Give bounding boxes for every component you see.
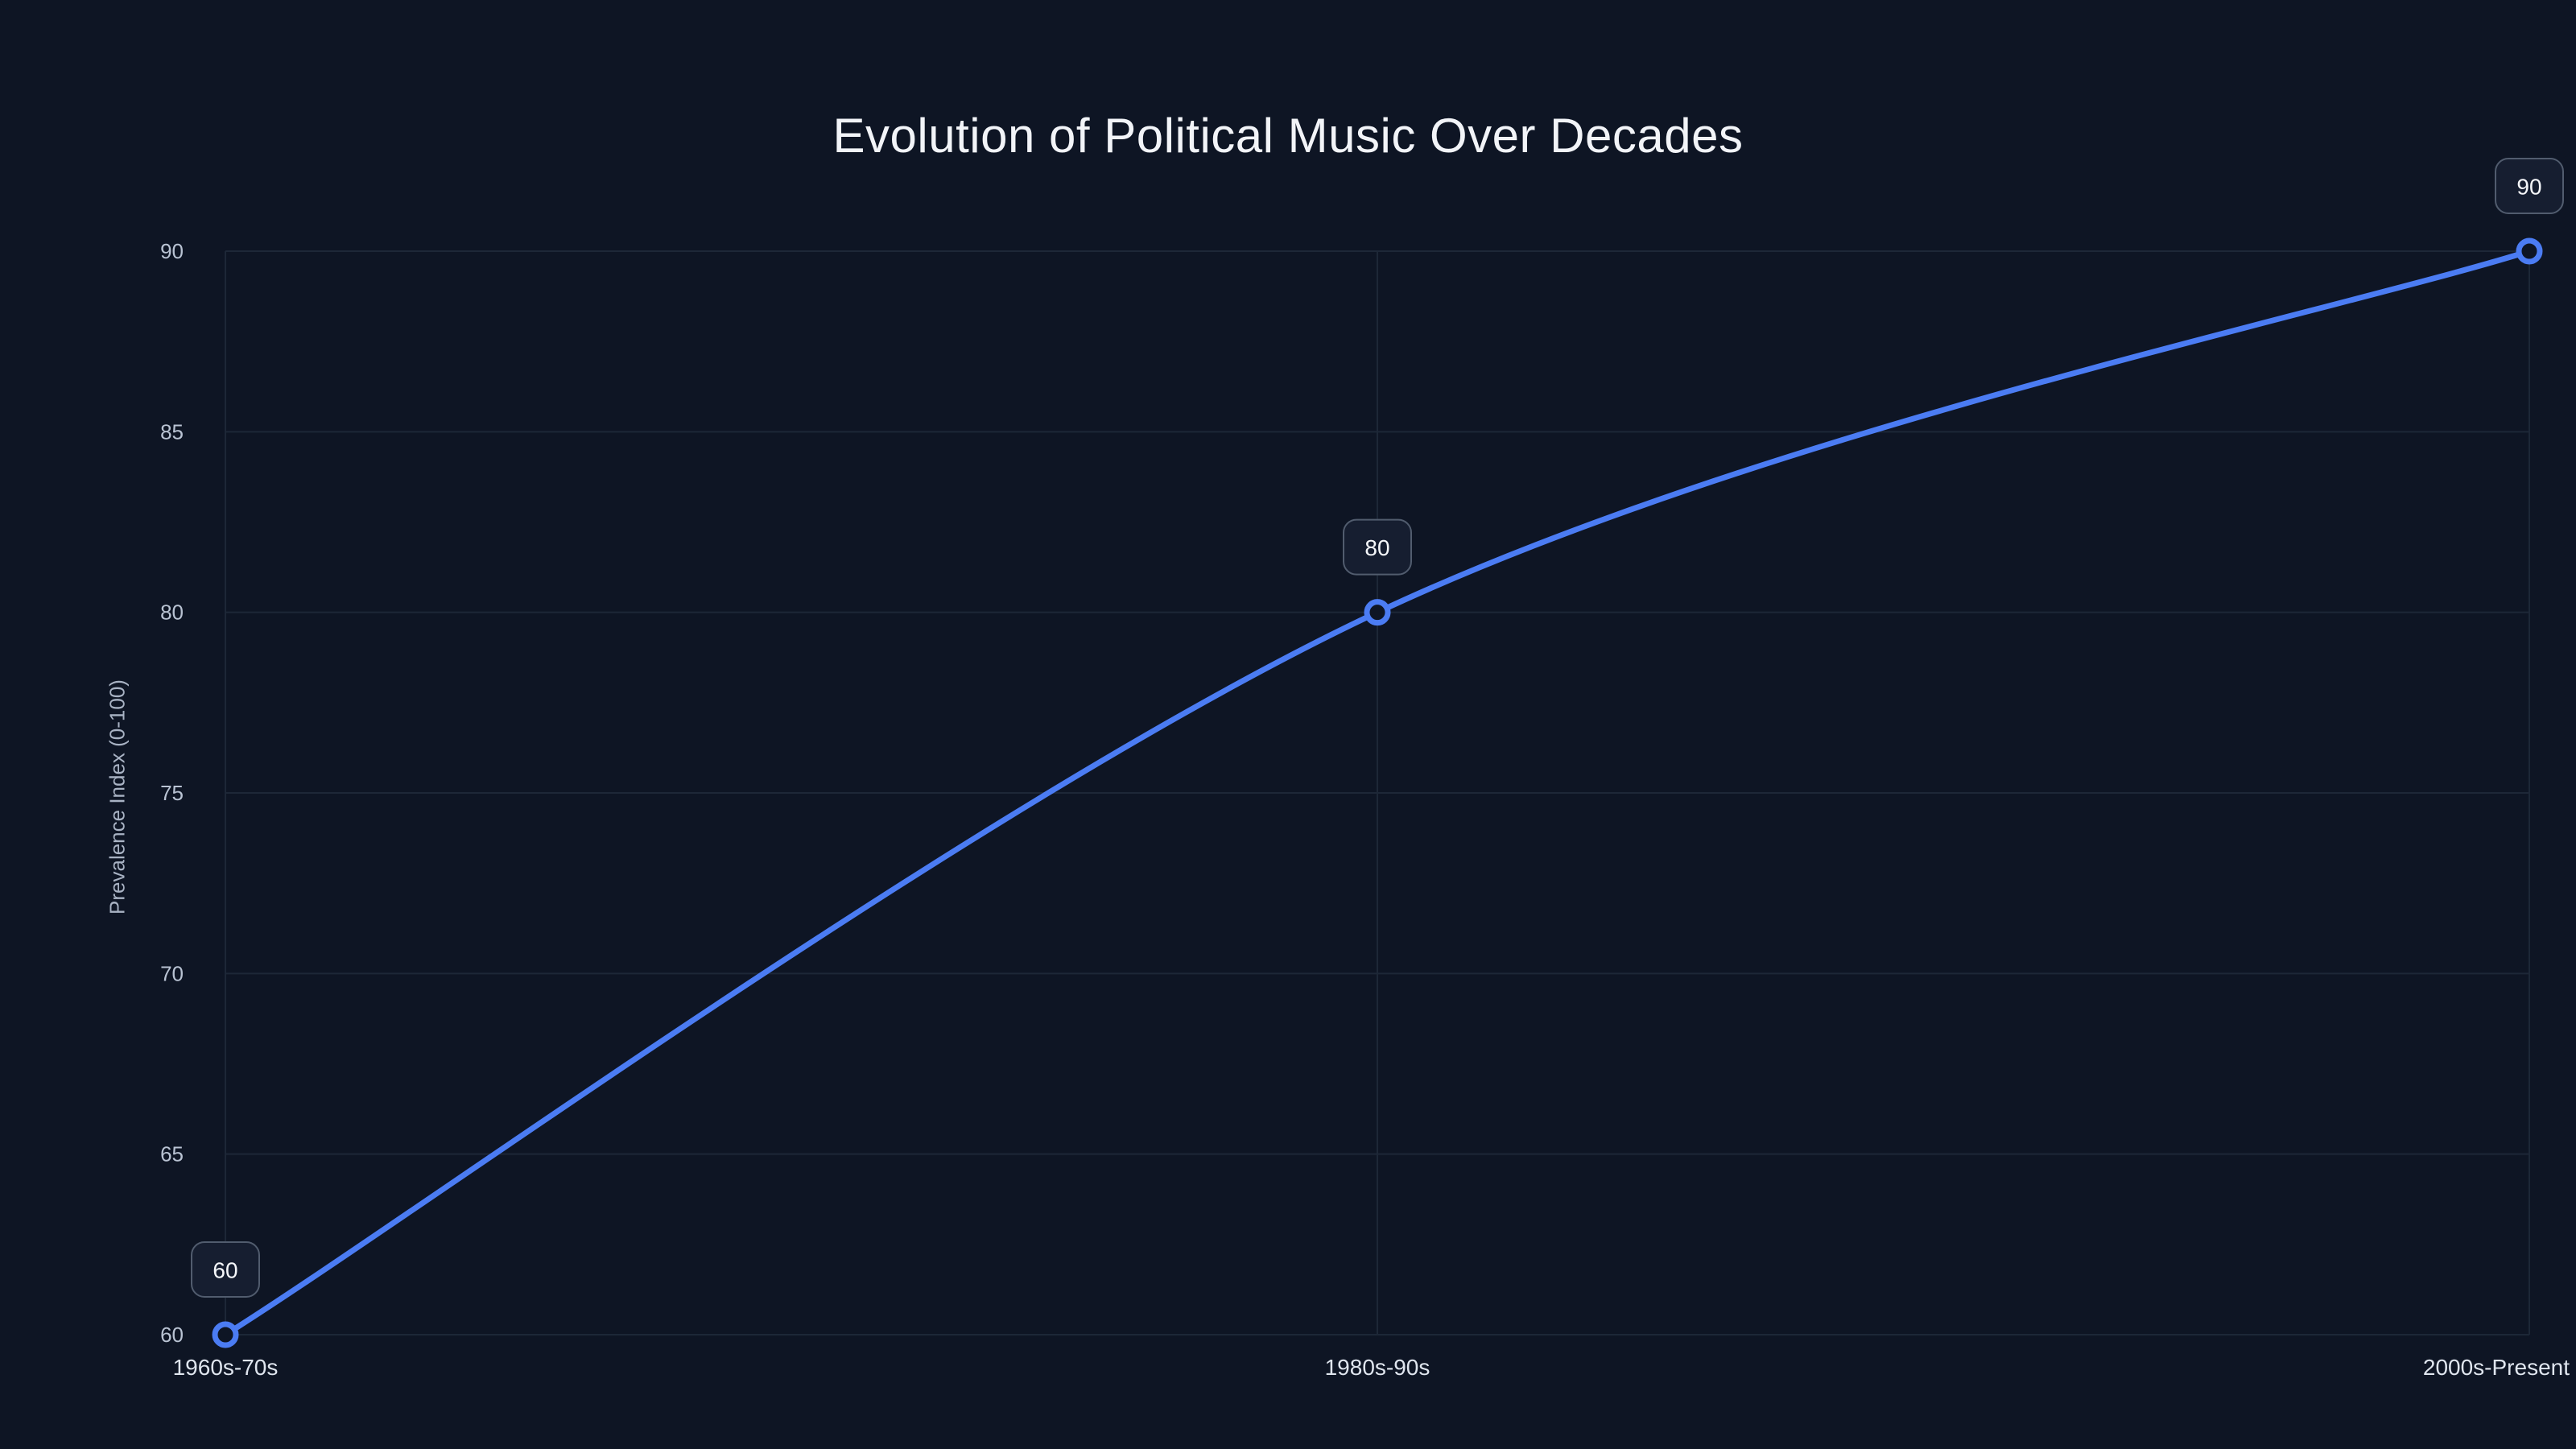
data-point[interactable] [1364,599,1391,626]
data-label-box [191,1241,260,1298]
x-axis-label: 1960s-70s [173,1355,279,1380]
line-series [222,248,2533,1338]
data-label-box [2495,158,2564,214]
y-tick-label: 60 [160,1323,184,1347]
y-tick-label: 75 [160,781,184,805]
x-axis-label: 2000s-Present [2423,1355,2570,1380]
x-axis-label: 1980s-90s [1325,1355,1430,1380]
data-point[interactable] [2516,237,2543,265]
data-label-text: 80 [1364,535,1389,560]
data-label-text: 90 [2516,175,2541,200]
y-tick-label: 80 [160,601,184,625]
y-tick-label: 90 [160,239,184,263]
data-label-text: 60 [213,1258,237,1283]
data-point[interactable] [212,1321,239,1348]
y-tick-label: 85 [160,419,184,444]
chart-title: Evolution of Political Music Over Decade… [832,109,1744,163]
y-tick-label: 65 [160,1142,184,1166]
y-tick-label: 70 [160,961,184,985]
data-label-box [1343,518,1412,576]
